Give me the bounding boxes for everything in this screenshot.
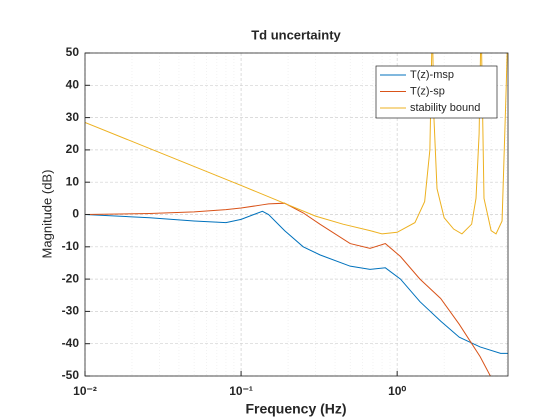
y-tick-label: 10: [66, 174, 80, 188]
legend-label: T(z)-sp: [410, 85, 445, 97]
x-tick-label: 10⁻¹: [229, 384, 253, 398]
x-axis-label: Frequency (Hz): [245, 401, 346, 417]
y-tick-label: -20: [62, 271, 80, 285]
x-tick-label: 10⁻²: [73, 384, 97, 398]
y-tick-label: 30: [66, 110, 80, 124]
y-tick-label: 50: [66, 45, 80, 59]
series-line: [85, 53, 508, 235]
lines: [85, 53, 508, 376]
y-tick-label: -40: [62, 336, 80, 350]
y-tick-label: 20: [66, 142, 80, 156]
legend-label: T(z)-msp: [410, 69, 454, 81]
y-tick-label: -30: [62, 304, 80, 318]
series-line: [85, 202, 491, 376]
y-tick-label: 40: [66, 77, 80, 91]
y-axis-label: Magnitude (dB): [39, 170, 54, 259]
chart-title: Td uncertainty: [251, 27, 341, 42]
y-tick-label: 0: [72, 207, 79, 221]
y-tick-label: -50: [62, 368, 80, 382]
series-line: [85, 210, 508, 354]
x-tick-label: 10⁰: [388, 384, 406, 398]
legend: T(z)-msp T(z)-sp stability bound: [375, 65, 498, 119]
y-tick-label: -10: [62, 239, 80, 253]
legend-label: stability bound: [410, 102, 480, 114]
